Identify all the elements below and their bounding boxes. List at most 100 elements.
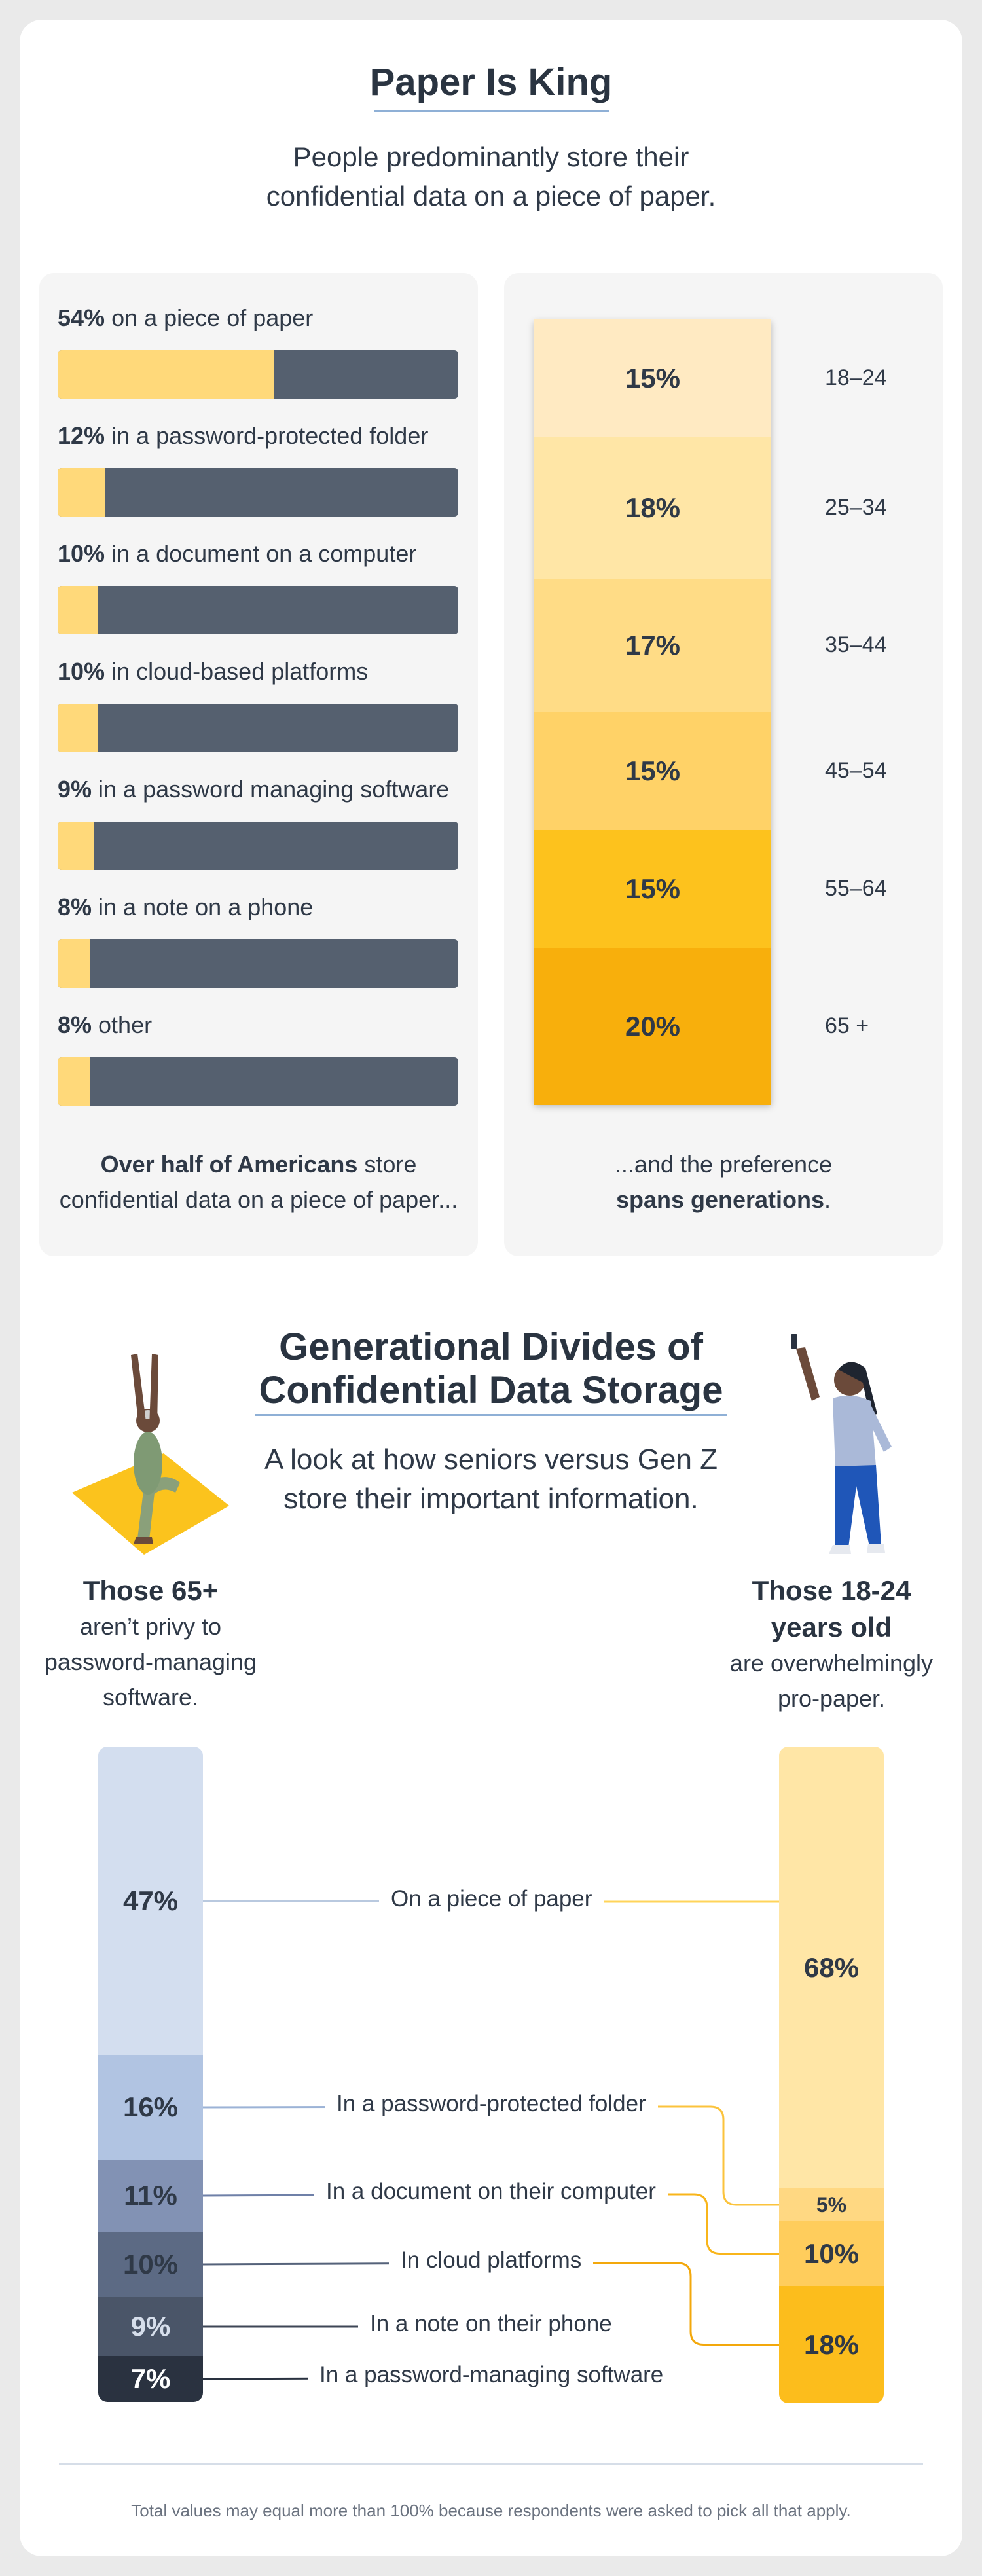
generation-segment-pct: 17% [625, 630, 681, 661]
storage-bar-fill [58, 704, 98, 752]
footnote: Total values may equal more than 100% be… [131, 2501, 851, 2520]
torso [134, 1432, 162, 1495]
generation-age-label: 25–34 [825, 495, 887, 520]
subtitle-line-1: People predominantly store their [293, 141, 689, 172]
generations-caption: ...and the preference spans generations. [504, 1147, 943, 1218]
generation-segment: 15% [534, 712, 771, 830]
genz-segment: 10% [779, 2221, 884, 2286]
storage-bar-track [58, 704, 458, 752]
storage-caption-line-2: confidential data on a piece of paper... [59, 1186, 458, 1213]
genz-sub-line-2: pro-paper. [777, 1685, 886, 1712]
page-title: Paper Is King [369, 61, 613, 103]
storage-bar-text: in a password-protected folder [105, 422, 429, 449]
page-subtitle: People predominantly store their confide… [0, 137, 982, 216]
genz-connector [491, 2193, 779, 2255]
seniors-segment: 47% [98, 1747, 203, 2055]
storage-bar-label: 10% in a document on a computer [58, 540, 416, 568]
generation-segment-pct: 15% [625, 363, 681, 393]
seniors-segment-pct: 9% [130, 2311, 171, 2342]
divides-title-line-1: Generational Divides of [279, 1326, 703, 1368]
genz-segment: 68% [779, 1747, 884, 2188]
selfie-arm [796, 1347, 820, 1401]
seniors-heading: Those 65+ aren’t privy to password-manag… [26, 1572, 275, 1715]
generation-age-label: 35–44 [825, 632, 887, 657]
storage-bar-pct: 10% [58, 658, 105, 685]
storage-caption-bold: Over half of Americans [100, 1151, 358, 1178]
footer-divider [59, 2463, 923, 2465]
generation-segment: 17% [534, 579, 771, 712]
genz-connector [491, 2105, 779, 2206]
seniors-segment: 11% [98, 2160, 203, 2232]
storage-bar-label: 8% in a note on a phone [58, 894, 313, 921]
seniors-segment-pct: 7% [130, 2363, 171, 2394]
generation-segment: 15% [534, 319, 771, 437]
foot [134, 1537, 153, 1544]
generations-caption-bold: spans generations [615, 1186, 825, 1213]
generation-segment-pct: 20% [625, 1011, 681, 1042]
subtitle-line-2: confidential data on a piece of paper. [266, 181, 716, 211]
seniors-segment-pct: 47% [122, 1885, 179, 1916]
genz-connector [491, 2262, 779, 2346]
arm-right [149, 1354, 158, 1427]
storage-bar-fill [58, 586, 98, 634]
phone [791, 1334, 797, 1349]
genz-segment-pct: 18% [803, 2329, 860, 2360]
comparison-label: In a password-managing software [308, 2362, 676, 2388]
storage-bar-track [58, 586, 458, 634]
generation-segment: 18% [534, 437, 771, 579]
storage-bar-label: 8% other [58, 1011, 152, 1039]
generation-age-label: 55–64 [825, 876, 887, 901]
generation-segment-pct: 15% [625, 873, 681, 904]
storage-bar-pct: 8% [58, 894, 92, 920]
comparison-label: In cloud platforms [389, 2247, 594, 2274]
storage-bar-track [58, 1057, 458, 1106]
divides-title-line-2: Confidential Data Storage [259, 1369, 723, 1411]
shirt [833, 1395, 876, 1469]
seniors-sub-line-2: password-managing [44, 1648, 257, 1675]
genz-heading-line-1: Those 18-24 [752, 1575, 911, 1606]
storage-bar-pct: 10% [58, 540, 105, 567]
comparison-label: In a password-protected folder [325, 2091, 658, 2117]
generation-segment: 20% [534, 948, 771, 1105]
generation-segment: 15% [534, 830, 771, 948]
shoe-right [867, 1544, 885, 1553]
genz-segment-pct: 68% [803, 1951, 860, 1983]
seniors-sub-line-1: aren’t privy to [79, 1613, 222, 1640]
generation-segment-pct: 18% [625, 492, 681, 523]
storage-bar-pct: 54% [58, 304, 105, 331]
divides-title-underline [255, 1414, 727, 1416]
title-underline [374, 110, 609, 112]
shoe-left [829, 1545, 851, 1554]
storage-bar-pct: 9% [58, 776, 92, 803]
genz-segment: 18% [779, 2286, 884, 2403]
storage-bar-text: other [92, 1011, 153, 1038]
storage-bar-track [58, 468, 458, 517]
storage-bar-pct: 12% [58, 422, 105, 449]
genz-selfie-illustration [791, 1334, 892, 1554]
senior-yoga-illustration [72, 1354, 229, 1555]
storage-bar-pct: 8% [58, 1011, 92, 1038]
seniors-segment: 16% [98, 2055, 203, 2160]
divides-subtitle: A look at how seniors versus Gen Z store… [0, 1440, 982, 1519]
genz-sub-line-1: are overwhelmingly [729, 1650, 934, 1677]
comparison-label: In a document on their computer [314, 2179, 668, 2205]
seniors-segment: 10% [98, 2232, 203, 2297]
storage-bar-fill [58, 468, 105, 517]
seniors-segment-pct: 10% [122, 2249, 179, 2279]
storage-bar-fill [58, 939, 90, 988]
storage-bar-label: 54% on a piece of paper [58, 304, 313, 332]
arm-left [131, 1354, 147, 1427]
comparison-label: On a piece of paper [379, 1886, 604, 1912]
genz-heading-line-2: years old [771, 1612, 892, 1642]
storage-bar-track [58, 939, 458, 988]
sleeve [864, 1405, 892, 1452]
storage-caption: Over half of Americans store confidentia… [39, 1147, 478, 1218]
seniors-segment: 7% [98, 2356, 203, 2402]
storage-bar-fill [58, 350, 274, 399]
seniors-sub-line-3: software. [102, 1684, 199, 1711]
comparison-label: In a note on their phone [358, 2311, 624, 2337]
storage-bar-text: in a document on a computer [105, 540, 417, 567]
generation-age-label: 65 + [825, 1013, 869, 1038]
storage-bar-text: in a note on a phone [92, 894, 314, 920]
seniors-segment-pct: 16% [122, 2092, 179, 2122]
